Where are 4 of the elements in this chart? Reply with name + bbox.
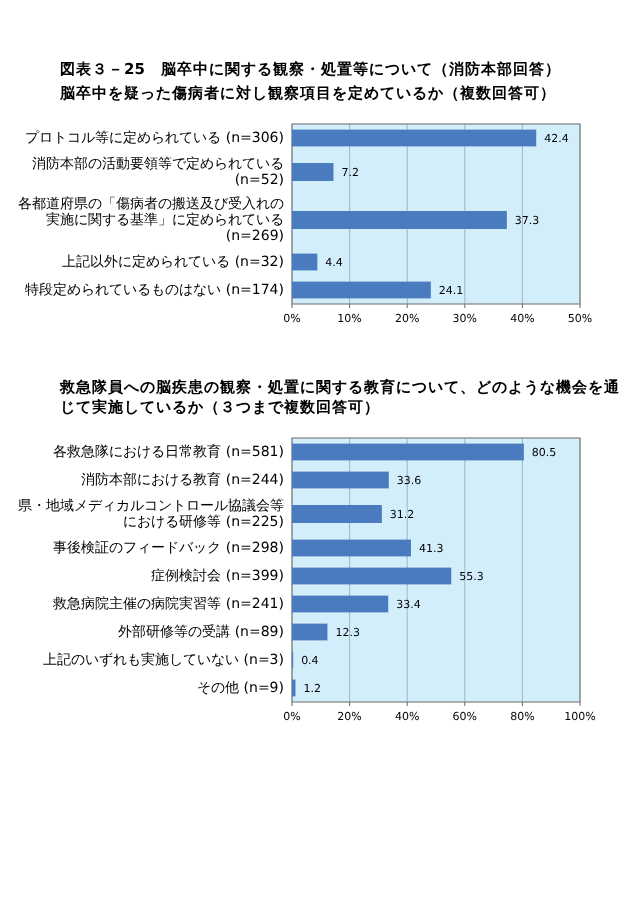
- bar: [292, 595, 389, 613]
- bar: [292, 623, 328, 641]
- bar: [292, 443, 524, 461]
- bar: [292, 505, 382, 523]
